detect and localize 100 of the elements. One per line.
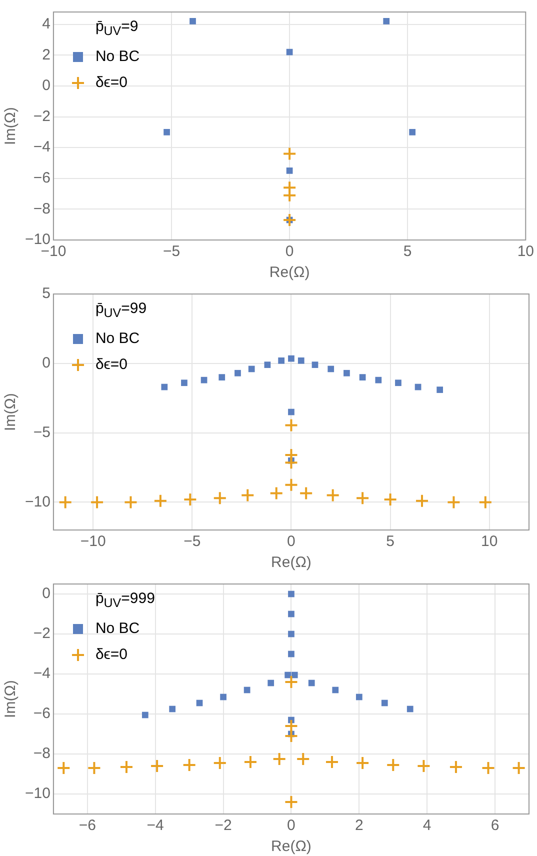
x-tick-label: 10: [517, 243, 534, 260]
legend-label: δϵ=0: [95, 355, 128, 375]
point: [278, 357, 284, 364]
y-tick-label: −10: [24, 493, 50, 510]
point: [218, 374, 226, 380]
point: [446, 495, 461, 510]
point: [164, 128, 170, 136]
point: [356, 491, 370, 506]
y-tick-label: −8: [33, 200, 50, 218]
point: [326, 488, 340, 502]
y-tick-label: 5: [42, 285, 50, 302]
point: [395, 380, 402, 386]
legend-title: p̄$_{UV}$=9: [94, 17, 140, 40]
point: [512, 761, 526, 775]
point: [269, 486, 284, 500]
legend-label: No BC: [95, 619, 140, 639]
point: [328, 366, 334, 372]
point: [288, 610, 294, 618]
point: [169, 706, 176, 712]
x-tick-label: 10: [481, 533, 498, 550]
point: [282, 212, 297, 227]
x-tick-label: 0: [285, 243, 294, 260]
point: [415, 494, 429, 508]
point: [359, 374, 366, 380]
point: [234, 370, 241, 376]
point: [324, 755, 339, 769]
legend-label: No BC: [95, 329, 140, 349]
point: [284, 672, 292, 678]
point: [375, 376, 382, 384]
x-tick-label: 0: [287, 533, 296, 550]
y-tick-label: −10: [24, 785, 50, 802]
point: [282, 146, 297, 161]
point: [161, 384, 168, 390]
point: [296, 752, 310, 766]
point: [284, 719, 298, 733]
point: [58, 495, 72, 510]
legend-label: δϵ=0: [95, 645, 128, 665]
x-axis-title: Re(Ω): [269, 264, 310, 282]
point: [220, 694, 226, 700]
x-tick-label: −4: [146, 817, 164, 834]
point: [212, 756, 227, 770]
point: [183, 492, 198, 506]
point: [291, 672, 298, 678]
x-tick-label: 0: [287, 817, 296, 834]
point: [356, 756, 370, 770]
legend-title: p̄$_{UV}$=99: [94, 299, 147, 322]
point: [284, 795, 298, 809]
point: [383, 18, 390, 24]
y-tick-label: 4: [42, 15, 50, 32]
point: [284, 418, 298, 432]
point: [386, 758, 400, 772]
point: [190, 18, 196, 24]
legend-label: No BC: [95, 47, 140, 67]
point: [243, 755, 258, 769]
x-tick-label: 2: [354, 817, 364, 834]
y-tick-label: −6: [33, 170, 50, 187]
point: [284, 478, 298, 492]
point: [286, 167, 293, 174]
point: [298, 357, 304, 364]
point: [308, 680, 315, 686]
y-tick-label: −10: [24, 231, 50, 248]
point: [87, 761, 102, 775]
point: [153, 494, 168, 508]
point: [90, 495, 104, 510]
point: [264, 362, 271, 368]
point: [344, 370, 350, 376]
point: [448, 760, 463, 774]
point: [409, 128, 416, 136]
x-tick-label: −6: [78, 817, 96, 834]
point: [288, 630, 294, 638]
point: [436, 386, 444, 393]
y-tick-label: 0: [42, 354, 50, 372]
point: [406, 706, 414, 712]
y-tick-label: 2: [42, 46, 50, 64]
y-axis-title: Im(Ω): [2, 107, 20, 145]
x-axis-title: Re(Ω): [271, 838, 312, 856]
y-tick-label: −4: [33, 138, 50, 156]
legend-label: δϵ=0: [95, 73, 128, 93]
point: [182, 758, 196, 772]
point: [284, 675, 298, 689]
x-tick-label: −2: [214, 817, 232, 834]
x-axis-title: Re(Ω): [271, 554, 312, 572]
point: [181, 380, 188, 386]
point: [124, 495, 138, 510]
point: [212, 491, 227, 506]
y-tick-label: −4: [33, 665, 50, 682]
point: [478, 495, 492, 510]
point: [200, 376, 208, 384]
y-axis-title: Im(Ω): [2, 680, 20, 718]
point: [416, 759, 431, 773]
point: [284, 456, 298, 470]
point: [356, 694, 362, 700]
point: [248, 366, 255, 372]
x-tick-label: −5: [162, 243, 180, 260]
y-axis-title: Im(Ω): [2, 393, 20, 431]
x-tick-label: −10: [80, 533, 106, 550]
point: [142, 712, 148, 718]
x-tick-label: 4: [422, 817, 432, 834]
x-tick-label: 5: [403, 243, 412, 260]
point: [381, 700, 388, 706]
